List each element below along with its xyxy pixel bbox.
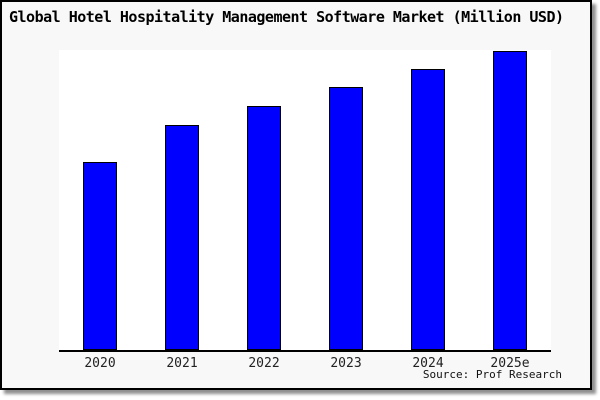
chart-frame: Global Hotel Hospitality Management Soft… xyxy=(0,0,592,390)
plot-area xyxy=(59,50,551,352)
x-tick-label-2021: 2021 xyxy=(166,356,198,371)
x-axis-labels: 2020 2021 2022 2023 2024 2025e xyxy=(59,354,551,371)
bar-2021 xyxy=(165,125,199,350)
source-credit: Source: Prof Research xyxy=(422,368,562,381)
bar-slot-2024 xyxy=(387,50,469,350)
x-tick-label-2024: 2024 xyxy=(412,356,444,371)
bar-2025e xyxy=(493,51,527,350)
bar-slot-2020 xyxy=(59,50,141,350)
bar-slot-2022 xyxy=(223,50,305,350)
x-tick-label-2020: 2020 xyxy=(84,356,116,371)
bar-2022 xyxy=(247,106,281,350)
x-tick-label-2022: 2022 xyxy=(248,356,280,371)
x-tick-label-2023: 2023 xyxy=(330,356,362,371)
bar-slot-2021 xyxy=(141,50,223,350)
x-tick-label-2025e: 2025e xyxy=(490,356,530,371)
bar-2020 xyxy=(83,162,117,350)
chart-title: Global Hotel Hospitality Management Soft… xyxy=(9,8,564,26)
bar-2024 xyxy=(411,69,445,350)
bar-slot-2025e xyxy=(469,50,551,350)
bars-container xyxy=(59,50,551,350)
bar-2023 xyxy=(329,87,363,350)
bar-slot-2023 xyxy=(305,50,387,350)
